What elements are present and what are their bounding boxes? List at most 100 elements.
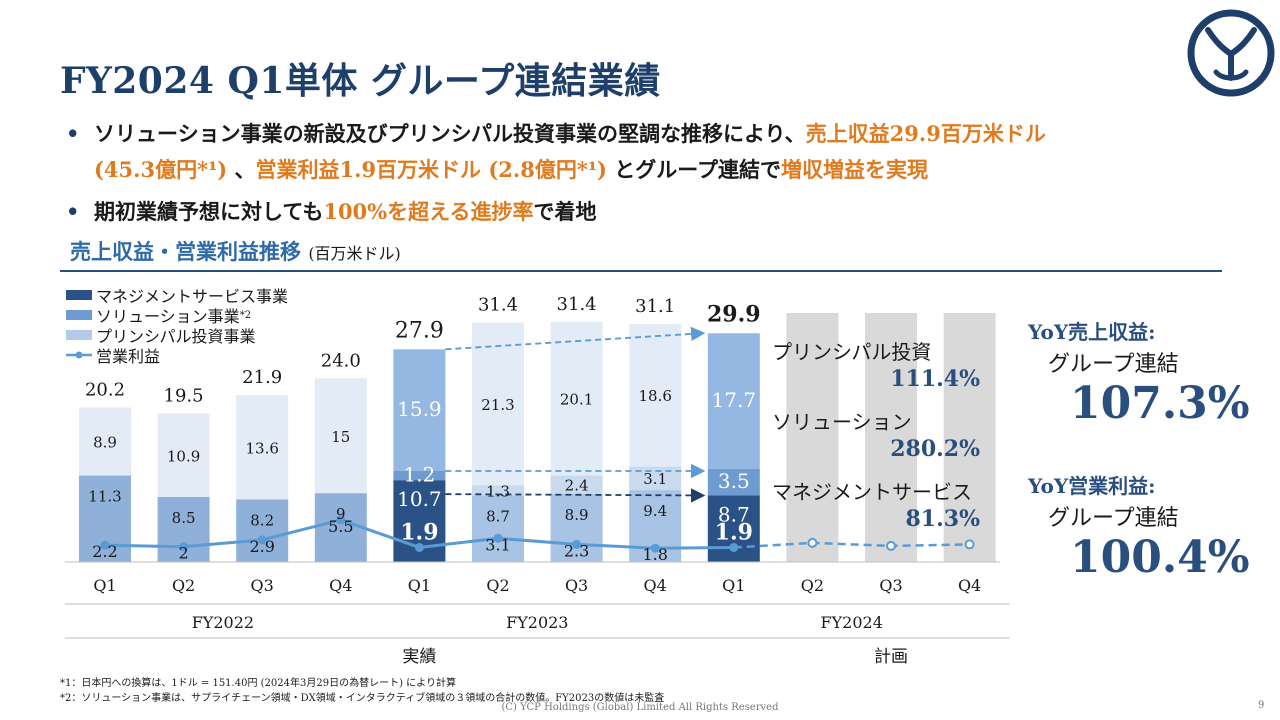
x-tick-7: Q4	[644, 576, 667, 595]
plan-point-2	[964, 539, 975, 550]
plan-operating-income-line	[733, 541, 970, 549]
company-logo	[1187, 9, 1275, 97]
bullet-1b-op-income: 営業利益1.9百万米ドル (2.8億円*¹)	[255, 157, 607, 182]
bullet-2-text-b: で着地	[533, 199, 597, 224]
operating-income-label-5: 3.1	[485, 535, 510, 554]
legend-label-principal: プリンシパル投資事業	[96, 327, 256, 346]
group-label-1: FY2023	[506, 613, 568, 632]
legend-swatch-principal	[66, 330, 92, 340]
x-tick-4: Q1	[408, 576, 431, 595]
management-label-2: 8.2	[250, 511, 274, 529]
management-label-0: 11.3	[88, 488, 121, 506]
super-group-label-1: 計画	[874, 647, 908, 667]
bullet-2: • 期初業績予想に対しても100%を超える進捗率で着地	[66, 196, 597, 226]
bullet-2-text-a: 期初業績予想に対しても	[94, 199, 324, 224]
operating-income-point-1	[179, 542, 189, 552]
legend-swatch-solution	[66, 310, 92, 320]
chart-unit: (百万米ドル)	[308, 244, 401, 263]
bar-principal-5	[472, 322, 524, 486]
total-label-3: 24.0	[321, 350, 361, 371]
legend-footnote-mark: *2	[239, 309, 252, 321]
legend-label-solution: ソリューション事業	[96, 307, 240, 326]
operating-income-point-4	[414, 542, 424, 552]
x-tick-0: Q1	[93, 576, 116, 595]
bar-solution-5	[472, 485, 524, 496]
operating-income-label-7: 1.8	[642, 545, 667, 564]
plan-bar-11	[943, 313, 996, 562]
bar-principal-6	[550, 321, 603, 476]
bullet-dot-icon: •	[66, 121, 80, 146]
footnote-1: *1：日本円への換算は、1ドル = 151.40円 (2024年3月29日の為替…	[60, 678, 456, 689]
growth-value-principal: 111.4%	[890, 366, 980, 392]
bullet-dot-icon: •	[66, 199, 80, 224]
total-label-7: 31.1	[635, 296, 675, 317]
yoy-income-value: 100.4%	[1070, 532, 1250, 583]
legend-management: マネジメントサービス事業	[66, 283, 288, 307]
operating-income-point-7	[650, 543, 660, 553]
x-tick-6: Q3	[565, 576, 588, 595]
bar-solution-7	[629, 466, 682, 491]
x-tick-3: Q4	[329, 576, 352, 595]
bullet-1-continued: (45.3億円*¹) 、営業利益1.9百万米ドル (2.8億円*¹) とグループ…	[94, 154, 928, 184]
legend-label-management: マネジメントサービス事業	[96, 287, 289, 306]
operating-income-label-2: 2.9	[249, 537, 274, 556]
management-label-5: 8.7	[486, 507, 510, 525]
bullet-1-text-a: ソリューション事業の新設及びプリンシパル投資事業の堅調な推移により、	[94, 121, 806, 146]
solution-label-6: 2.4	[565, 477, 589, 495]
bar-principal-7	[629, 324, 682, 467]
bar-principal-1	[157, 413, 210, 497]
solution-label-8: 3.5	[718, 469, 750, 493]
group-label-0: FY2022	[192, 613, 254, 632]
operating-income-label-3: 5.5	[328, 517, 353, 536]
legend-line-marker-icon	[66, 351, 92, 359]
yoy-income-subtitle: グループ連結	[1048, 506, 1179, 531]
bullet-1: • ソリューション事業の新設及びプリンシパル投資事業の堅調な推移により、売上収益2…	[66, 118, 1046, 148]
solution-label-5: 1.3	[486, 482, 510, 500]
total-label-5: 31.4	[478, 295, 518, 316]
total-label-6: 31.4	[557, 294, 597, 315]
total-label-1: 19.5	[164, 386, 204, 407]
yoy-revenue-value: 107.3%	[1070, 378, 1250, 429]
principal-label-1: 10.9	[167, 447, 200, 465]
operating-income-point-3	[336, 515, 346, 525]
x-tick-8: Q1	[722, 576, 745, 595]
total-label-8: 29.9	[707, 301, 761, 327]
management-label-1: 8.5	[172, 509, 196, 527]
x-tick-1: Q2	[172, 576, 195, 595]
plan-point-0	[807, 537, 818, 548]
footnote-2: *2：ソリューション事業は、サプライチェーン領域・DX領域・インタラクティブ領域…	[60, 693, 665, 704]
principal-label-7: 18.6	[638, 387, 671, 405]
total-label-2: 21.9	[242, 367, 282, 388]
legend-label-operating-income: 営業利益	[96, 347, 161, 366]
bullet-1b-sep: 、	[227, 157, 256, 182]
yoy-income-title: YoY営業利益:	[1028, 474, 1156, 498]
principal-label-8: 17.7	[712, 388, 757, 412]
heading-divider	[60, 270, 1222, 272]
bar-principal-3	[314, 378, 367, 494]
page-number: 9	[1258, 700, 1265, 711]
bar-principal-0	[79, 407, 131, 476]
legend-swatch-management	[66, 290, 92, 300]
operating-income-label-8: 1.9	[715, 519, 753, 545]
growth-label-management: マネジメントサービス	[772, 480, 972, 504]
operating-income-label-0: 2.2	[92, 542, 117, 561]
principal-label-5: 21.3	[481, 396, 514, 414]
management-label-8: 8.7	[718, 502, 750, 526]
growth-value-management: 81.3%	[905, 506, 981, 532]
bar-solution-6	[550, 475, 603, 494]
bullet-2-highlight: 100%を超える進捗率	[323, 199, 534, 224]
solution-label-4: 1.2	[403, 463, 435, 487]
bar-principal-4	[393, 349, 446, 471]
growth-label-principal: プリンシパル投資	[772, 340, 932, 364]
yoy-revenue-subtitle: グループ連結	[1048, 352, 1179, 377]
bar-principal-2	[236, 395, 289, 500]
bar-solution-4	[393, 470, 446, 481]
operating-income-label-4: 1.9	[400, 519, 438, 545]
operating-income-point-0	[100, 540, 110, 550]
bullet-1b-yen: (45.3億円*¹)	[94, 157, 228, 182]
management-label-4: 10.7	[397, 487, 442, 511]
principal-label-0: 8.9	[93, 434, 117, 452]
x-tick-9: Q2	[801, 576, 824, 595]
principal-label-3: 15	[331, 428, 350, 446]
chart-heading: 売上収益・営業利益推移 (百万米ドル)	[70, 236, 401, 266]
